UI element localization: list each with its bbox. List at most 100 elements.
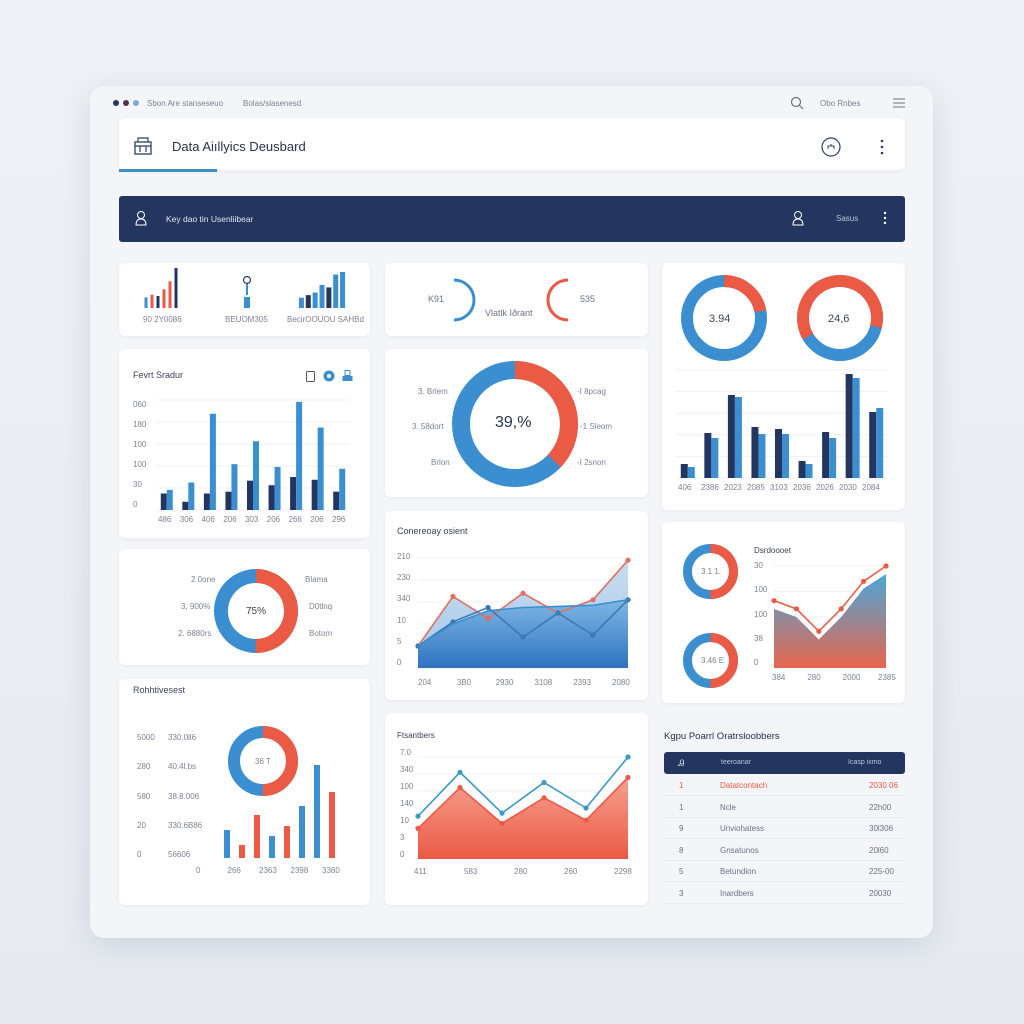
y-tick-label: 340: [400, 765, 414, 774]
y-tick-label: 40.4l.bs: [168, 762, 197, 772]
y-tick-label: 100: [133, 460, 147, 469]
mini-label: BecirOOUOU SAHBd: [287, 315, 364, 324]
y-tick-label: 210: [397, 552, 411, 561]
search-icon[interactable]: [790, 96, 804, 110]
x-tick-label: 3B0: [456, 678, 472, 687]
data-point: [838, 606, 844, 612]
column-header[interactable]: Ꭿ: [678, 758, 685, 768]
donut-segment-red: [228, 726, 298, 796]
donut-chart: [228, 726, 298, 796]
bar: [182, 501, 189, 510]
legend-right: D0tlnq: [309, 602, 333, 611]
bar: [254, 815, 260, 858]
bar: [704, 433, 712, 478]
bar: [317, 427, 324, 510]
bar: [798, 461, 806, 478]
series-line-blue: [417, 756, 629, 817]
data-point: [625, 557, 631, 563]
menu-icon[interactable]: [893, 98, 905, 108]
bar-chart: [156, 399, 350, 511]
area-fill: [774, 574, 886, 668]
y-tick-label: 060: [133, 400, 147, 409]
header-card: [119, 118, 905, 170]
bar: [174, 268, 178, 308]
data-point: [771, 598, 777, 604]
y-tick-label: 5: [397, 636, 402, 646]
x-tick-label: 2023: [724, 483, 742, 492]
x-tick-label: 206: [310, 515, 324, 524]
x-tick-label: 2393: [573, 678, 591, 687]
breadcrumb[interactable]: Sbon Are stanseseuo: [147, 99, 224, 108]
window-dot[interactable]: [113, 100, 119, 106]
more-vertical-icon[interactable]: [880, 139, 884, 155]
status-label[interactable]: Sasus: [836, 214, 859, 223]
user-icon[interactable]: [792, 210, 804, 226]
x-tick-label: 306: [179, 515, 194, 524]
account-label[interactable]: Obo Rnbes: [820, 99, 861, 108]
row-rank: 1: [679, 802, 684, 812]
row-value: 30l306: [869, 824, 894, 833]
donut-segment-red: [452, 361, 578, 487]
table-row[interactable]: 1 Datatcontach 2030 06: [664, 775, 905, 796]
user-circle-icon[interactable]: [821, 137, 841, 157]
document-icon[interactable]: [306, 371, 315, 382]
bar: [311, 479, 318, 510]
table-row[interactable]: 8 Gnsatunos 20l60: [664, 840, 905, 861]
window-dot[interactable]: [133, 100, 139, 106]
kpi-arc-blue: [453, 278, 476, 322]
data-point: [520, 590, 526, 596]
row-value: 225-00: [869, 867, 894, 876]
more-vertical-icon[interactable]: [883, 211, 887, 225]
mini-bar-chart: [144, 268, 178, 308]
table-row[interactable]: 3 Inardbers 20030: [664, 883, 905, 904]
x-tick-label: 406: [678, 483, 692, 492]
bar: [269, 836, 275, 858]
x-tick-label: 260: [564, 867, 578, 876]
y-tick-label: 0: [400, 850, 405, 859]
bar: [150, 294, 154, 308]
card-title: Dsrdoooet: [754, 546, 791, 555]
record-icon[interactable]: [323, 370, 335, 382]
y-tick-label: 20: [137, 820, 146, 830]
row-name: Datatcontach: [720, 781, 768, 790]
table-row[interactable]: 9 Unviohatess 30l306: [664, 818, 905, 839]
table-header: Ꭿ teeroanar Icasp ixmo: [664, 752, 905, 774]
x-tick-label: 266: [227, 866, 241, 875]
data-point: [555, 610, 561, 616]
area-chart: [771, 563, 889, 669]
series-line-red: [417, 776, 629, 829]
breadcrumb-current[interactable]: Bolas/slasenesd: [243, 99, 302, 108]
bar: [239, 845, 245, 858]
y-tick-label: 100: [754, 609, 768, 619]
x-tick-label: 296: [332, 515, 346, 524]
donut-chart: [214, 569, 298, 653]
bar: [758, 434, 766, 478]
bar: [188, 482, 195, 510]
print-icon[interactable]: [342, 370, 353, 382]
x-tick-label: 2030: [839, 483, 857, 492]
active-tab-indicator[interactable]: [119, 169, 217, 172]
data-point: [415, 813, 421, 819]
y-tick-label: 100: [754, 585, 768, 595]
legend-left: 2 0one: [191, 575, 216, 584]
legend-left: Brlon: [431, 458, 450, 467]
donut-value: 36 T: [255, 757, 271, 766]
window-dot[interactable]: [123, 100, 129, 106]
x-tick-label: 2000: [842, 673, 861, 682]
bar: [268, 485, 275, 510]
data-point: [625, 774, 631, 780]
bar: [247, 480, 253, 510]
area-fill: [418, 599, 628, 668]
row-value: 20030: [869, 888, 892, 898]
x-tick-label: 303: [245, 515, 259, 524]
donut-chart: [683, 633, 738, 688]
data-point: [457, 785, 463, 791]
table-row[interactable]: 1 Ncle 22h00: [664, 797, 905, 818]
column-header[interactable]: Icasp ixmo: [848, 759, 882, 766]
column-header[interactable]: teeroanar: [721, 759, 751, 766]
table-row[interactable]: 5 Betundion 225-00: [664, 861, 905, 882]
kpi-card: [385, 263, 648, 336]
bar: [711, 438, 719, 478]
legend-left: 3, 900%: [181, 602, 211, 611]
bar: [203, 493, 210, 510]
